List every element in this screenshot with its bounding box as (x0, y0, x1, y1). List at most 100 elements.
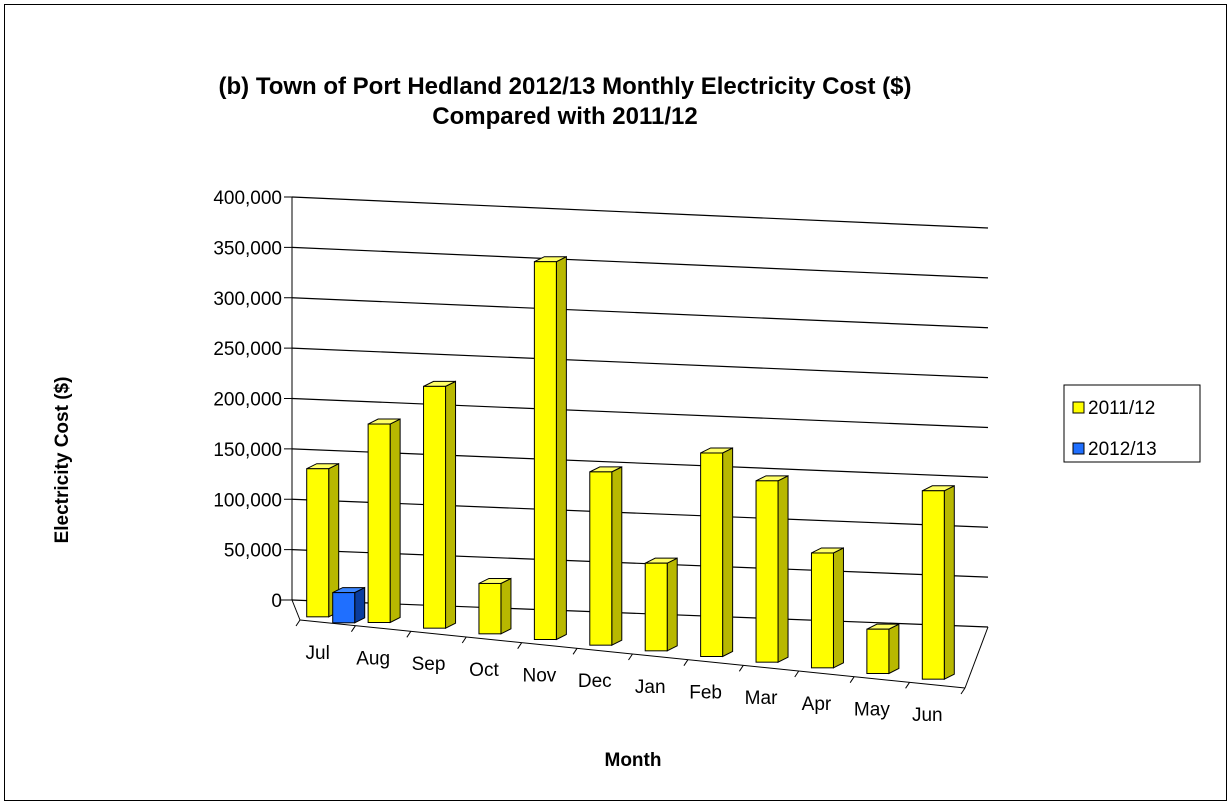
x-tick-label: Jul (306, 643, 330, 664)
y-tick-label: 100,000 (213, 490, 282, 511)
bar-front (332, 592, 356, 624)
bar-front (866, 628, 890, 674)
bar-side (445, 380, 457, 629)
x-tick-mark (351, 625, 356, 632)
gridline (291, 599, 989, 628)
x-tick-mark (295, 619, 301, 627)
bar-2011/12-Jun (921, 484, 955, 680)
y-tick-label: 0 (271, 591, 282, 612)
gridline (291, 347, 989, 379)
x-tick-mark (406, 631, 412, 638)
bar-front (423, 385, 447, 629)
floor-right-edge (964, 626, 989, 689)
bar-front (367, 423, 391, 623)
gridline (291, 498, 989, 528)
x-tick-mark (572, 648, 578, 655)
legend: 2011/12 2012/13 (1063, 384, 1201, 463)
x-tick-label: Oct (469, 660, 499, 681)
bar-2011/12-Mar (755, 475, 789, 663)
floor-left-edge (291, 599, 301, 621)
x-tick-label: May (854, 700, 890, 721)
bar-2011/12-Jan (644, 557, 678, 652)
x-tick-label: Feb (689, 683, 722, 704)
bar-front (478, 582, 502, 635)
gridline (291, 196, 989, 229)
bar-2011/12-Jul (306, 462, 340, 618)
x-tick-label: Sep (412, 654, 446, 675)
bar-2011/12-Apr (810, 547, 844, 669)
bar-front (921, 490, 945, 680)
x-tick-label: Aug (356, 649, 390, 670)
bar-side (722, 447, 734, 658)
gridline (291, 297, 989, 329)
gridline (291, 397, 989, 429)
bar-front (589, 471, 613, 646)
bar-side (354, 586, 366, 624)
x-axis-ticks: Jul Aug Sep Oct Nov Dec Jan Feb Mar Apr May Jun (306, 643, 943, 726)
bars (306, 255, 955, 680)
y-tick-label: 150,000 (213, 440, 282, 461)
x-tick-mark (960, 687, 966, 695)
bar-side (555, 255, 567, 641)
x-tick-mark (905, 682, 910, 689)
bar-side (943, 484, 955, 680)
x-tick-label: Nov (522, 666, 556, 687)
x-tick-label: Apr (802, 694, 832, 715)
chart-frame (4, 4, 1227, 801)
x-tick-mark (461, 636, 467, 644)
x-tick-mark (849, 676, 855, 683)
bar-2011/12-May (866, 623, 900, 675)
x-tick-mark (794, 670, 800, 678)
bar-side (666, 557, 678, 652)
x-axis (291, 599, 989, 695)
bar-2011/12-Nov (533, 255, 567, 641)
legend-box (1063, 384, 1201, 463)
bar-side (389, 418, 401, 624)
bar-front (306, 468, 330, 618)
bar-front (533, 261, 557, 640)
bar-2011/12-Aug (367, 418, 401, 624)
bar-side (500, 577, 512, 635)
bar-2011/12-Feb (700, 447, 734, 658)
chart-title-line1: (b) Town of Port Hedland 2012/13 Monthly… (219, 73, 912, 100)
bar-2011/12-Sep (423, 380, 457, 629)
bar-2011/12-Dec (589, 466, 623, 646)
y-tick-label: 400,000 (213, 188, 282, 209)
x-tick-label: Dec (578, 671, 612, 692)
x-tick-label: Mar (745, 688, 778, 709)
y-axis-title: Electricity Cost ($) (52, 377, 73, 544)
y-tick-label: 350,000 (213, 238, 282, 259)
x-tick-mark (683, 659, 689, 666)
legend-label-2011-12: 2011/12 (1088, 398, 1155, 419)
gridline (291, 549, 989, 578)
bar-2011/12-Oct (478, 577, 512, 635)
bar-side (832, 547, 844, 669)
x-axis-title: Month (605, 750, 662, 771)
bar-side (611, 466, 623, 646)
chart-title-line2: Compared with 2011/12 (432, 103, 697, 130)
bar-front (810, 552, 834, 669)
gridline (291, 448, 989, 478)
y-tick-label: 300,000 (213, 289, 282, 310)
legend-label-2012-13: 2012/13 (1088, 439, 1157, 460)
x-tick-label: Jan (635, 677, 666, 698)
gridline (291, 246, 989, 279)
bar-front (755, 480, 779, 663)
x-tick-label: Jun (912, 705, 943, 726)
gridlines (291, 196, 989, 628)
y-tick-label: 250,000 (213, 339, 282, 360)
x-tick-mark (517, 642, 523, 649)
x-tick-mark (628, 653, 633, 661)
legend-swatch-2011-12 (1072, 401, 1085, 414)
bar-2012/13-Jul (332, 586, 366, 624)
y-tick-label: 50,000 (224, 541, 282, 562)
legend-swatch-2012-13 (1072, 442, 1085, 455)
bar-front (700, 452, 724, 657)
bar-front (644, 562, 668, 652)
y-tick-label: 200,000 (213, 390, 282, 411)
bar-side (888, 623, 900, 675)
y-axis-ticks: 0 50,000 100,000 150,000 200,000 250,000 300,0… (213, 188, 292, 612)
x-tick-mark (738, 665, 744, 672)
bar-side (777, 475, 789, 663)
